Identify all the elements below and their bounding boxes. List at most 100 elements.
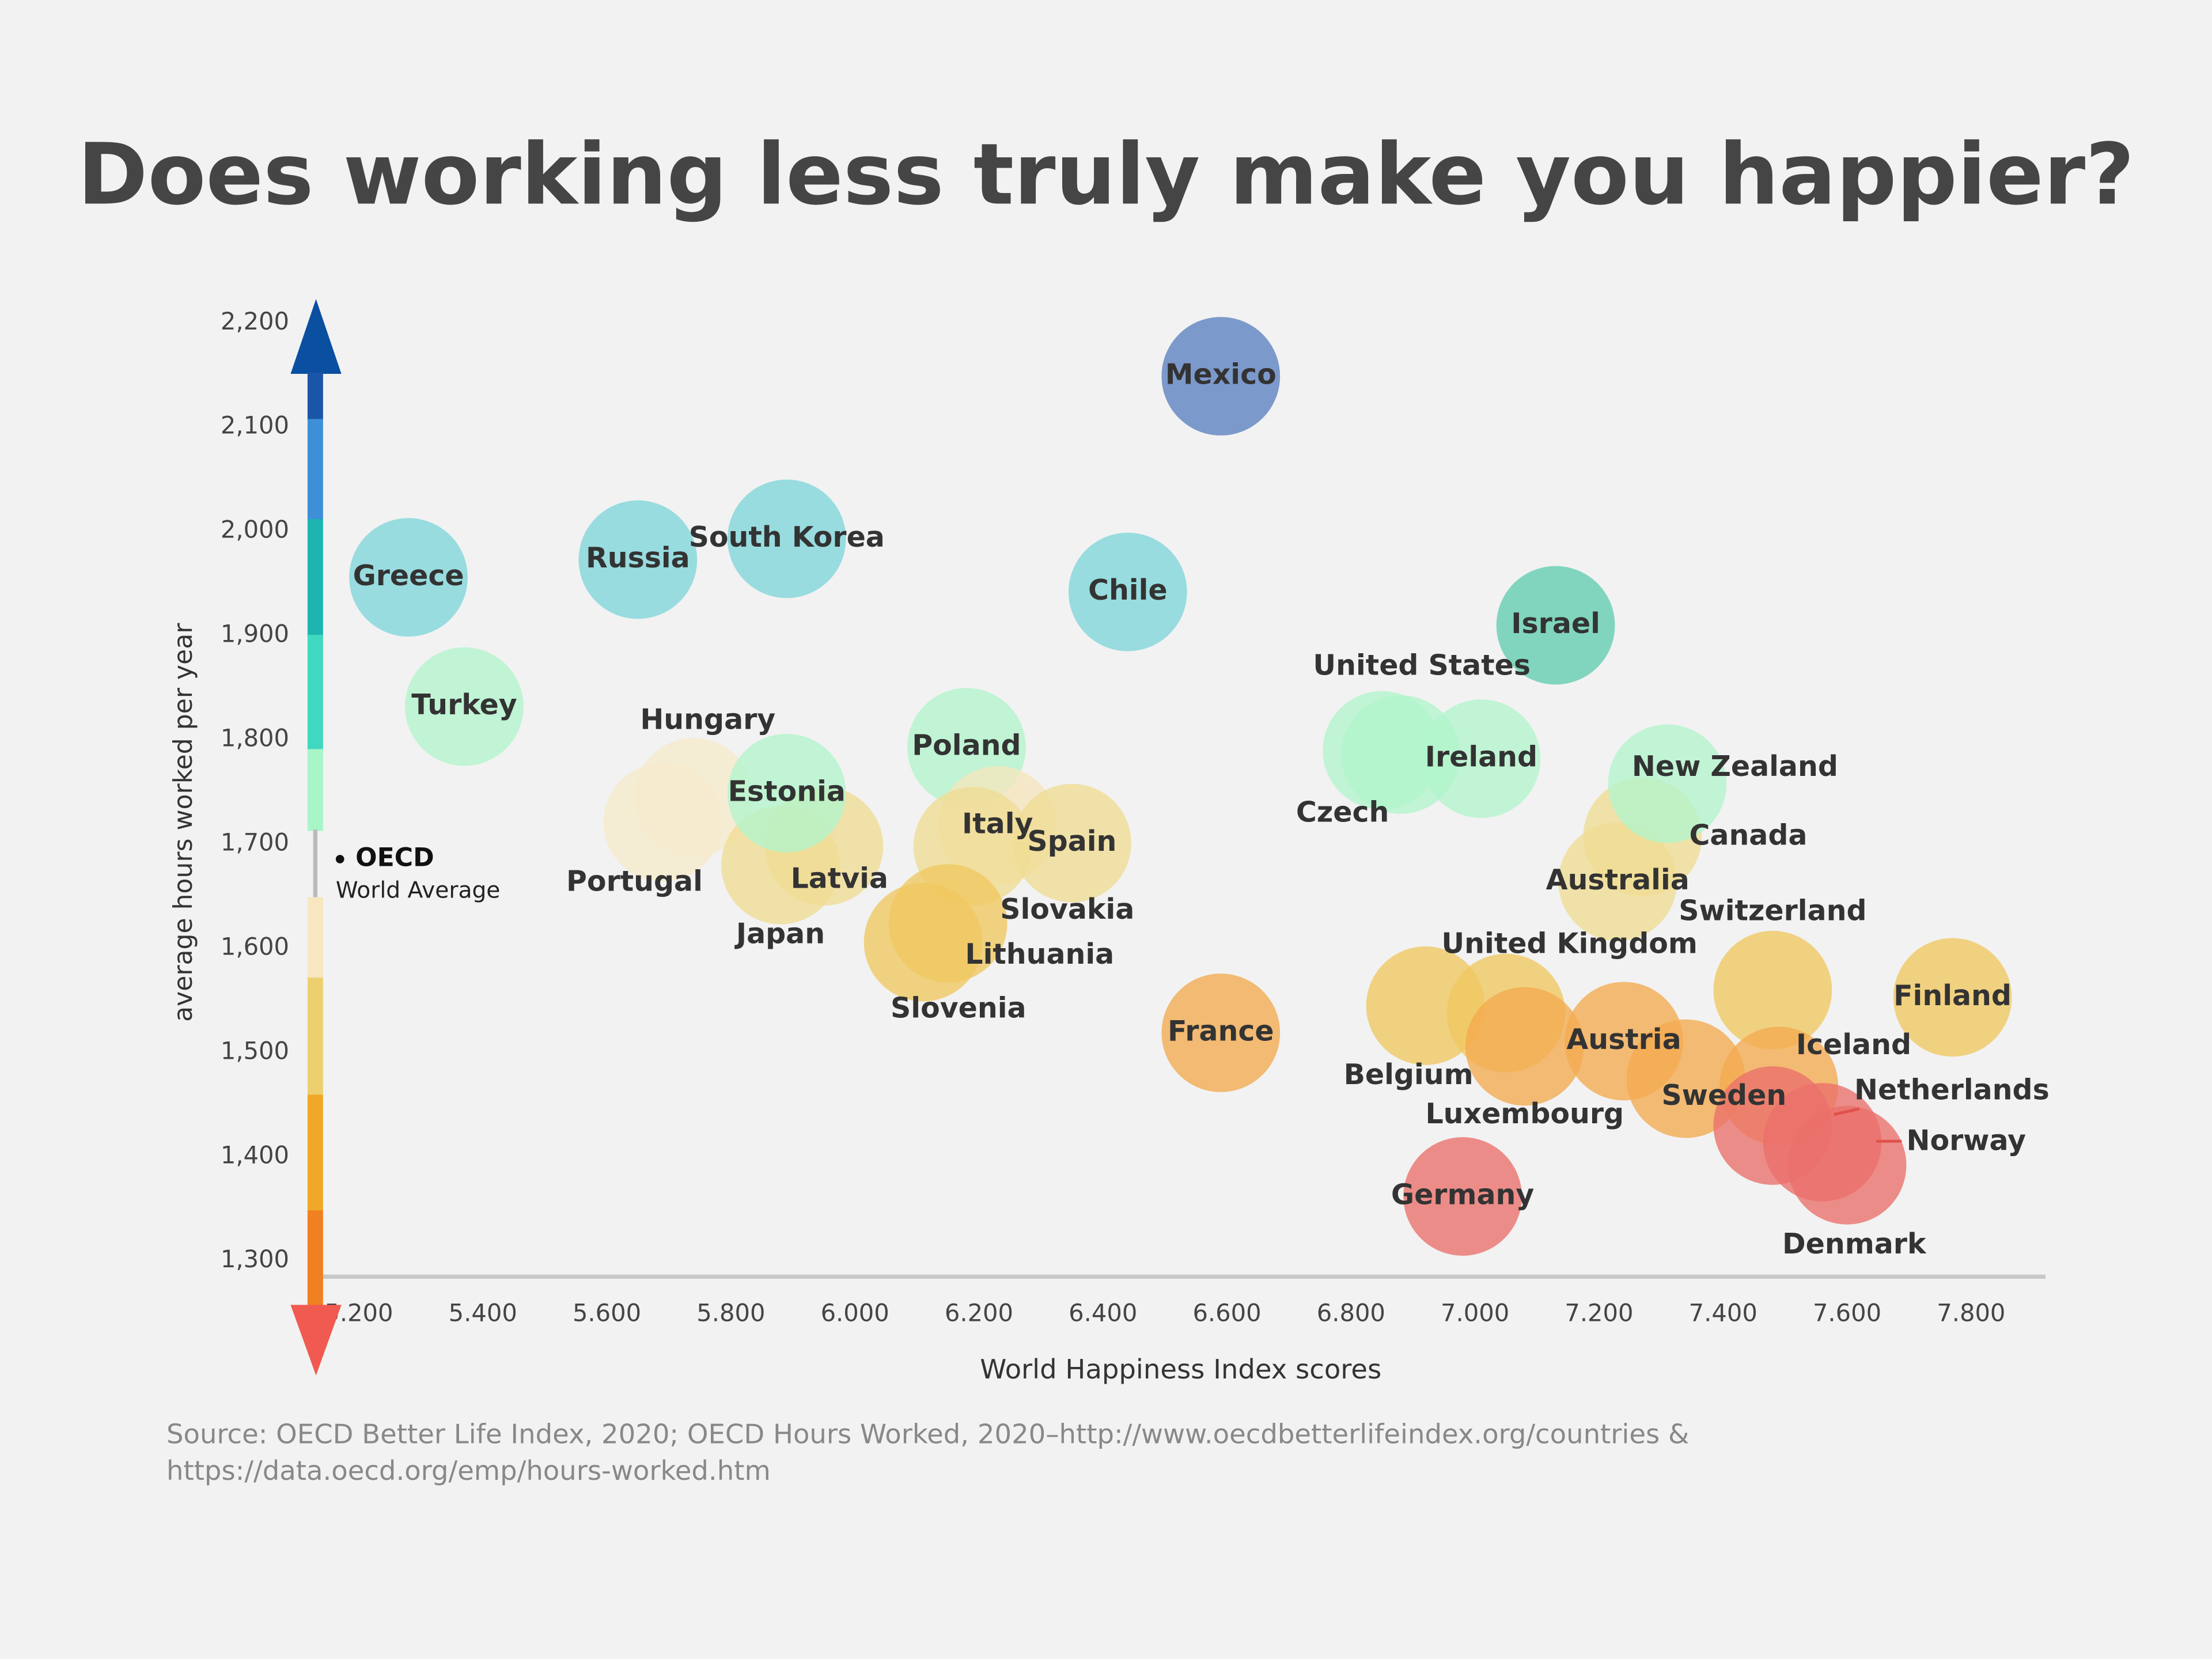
point-label: Slovakia — [1000, 893, 1134, 926]
point-label: Spain — [1027, 825, 1116, 858]
point-label: Norway — [1907, 1124, 2027, 1157]
y-tick-label: 2,100 — [221, 411, 289, 440]
point-label: Chile — [1088, 574, 1168, 607]
point-label: Mexico — [1165, 358, 1277, 391]
arrow-segment — [307, 749, 323, 831]
x-tick-label: 7.200 — [1565, 1298, 1633, 1327]
point-label: Portugal — [566, 865, 703, 897]
y-tick-label: 1,900 — [221, 620, 289, 648]
arrow-segment — [307, 519, 323, 637]
arrow-segment — [307, 419, 323, 521]
bubble — [1403, 1137, 1522, 1256]
x-tick-label: 6.400 — [1069, 1298, 1137, 1327]
arrow-segment — [307, 635, 323, 751]
point-label: Italy — [962, 807, 1033, 840]
bubble — [1626, 1019, 1745, 1138]
y-axis-label: average hours worked per year — [169, 623, 198, 1022]
point-label: Sweden — [1661, 1079, 1786, 1112]
x-tick-label: 6.200 — [945, 1298, 1013, 1327]
y-tick-label: 1,600 — [221, 932, 289, 960]
arrow-head-up — [290, 299, 342, 374]
point-label: Greece — [353, 559, 464, 592]
bubble — [1893, 938, 2012, 1057]
leader-line — [1834, 1107, 1860, 1116]
point-label: Iceland — [1796, 1028, 1911, 1061]
scale-arrow — [290, 299, 342, 1376]
point-label: Germany — [1391, 1179, 1534, 1211]
bubble — [405, 647, 524, 766]
arrow-segment — [307, 897, 323, 979]
annotation-dot — [335, 855, 344, 863]
point-label: Estonia — [728, 775, 846, 808]
bubble — [1496, 566, 1615, 685]
x-axis-label: World Happiness Index scores — [980, 1354, 1381, 1385]
bubble — [1465, 987, 1584, 1106]
arrow-segment — [307, 978, 323, 1096]
point-label: Canada — [1689, 819, 1807, 851]
y-tick-label: 1,400 — [221, 1141, 289, 1169]
point-label: Turkey — [411, 688, 517, 721]
x-tick-label: 7.000 — [1441, 1298, 1509, 1327]
point-label: Poland — [912, 729, 1021, 762]
point-label: Finland — [1893, 979, 2012, 1012]
point-label: Lithuania — [965, 938, 1114, 971]
bubble — [727, 733, 846, 853]
point-label: Australia — [1546, 863, 1690, 896]
bubble — [1713, 930, 1832, 1050]
y-tick-label: 1,800 — [221, 724, 289, 752]
point-label: Belgium — [1344, 1058, 1474, 1091]
bubble — [888, 864, 1007, 983]
x-tick-label: 7.600 — [1813, 1298, 1881, 1327]
arrow-segment — [307, 372, 323, 421]
chart-title: Does working less truly make you happier… — [78, 126, 2135, 224]
bubble — [1608, 724, 1727, 843]
bubble — [1068, 532, 1187, 652]
point-label: Israel — [1511, 607, 1600, 640]
point-label: Latvia — [791, 862, 888, 895]
x-tick-label: 7.800 — [1937, 1298, 2005, 1327]
bubble — [349, 518, 468, 637]
x-tick-label: 5.400 — [449, 1298, 517, 1327]
point-label: Russia — [586, 541, 690, 574]
point-label: Switzerland — [1679, 895, 1866, 927]
arrow-segment — [307, 1210, 323, 1306]
point-label: United Kingdom — [1441, 927, 1698, 960]
x-tick-label: 7.400 — [1689, 1298, 1758, 1327]
point-label: Luxembourg — [1425, 1097, 1624, 1130]
source-line: https://data.oecd.org/emp/hours-worked.h… — [166, 1455, 771, 1486]
point-label: Slovenia — [891, 992, 1027, 1025]
y-tick-label: 1,700 — [221, 828, 289, 856]
point-label: Netherlands — [1854, 1074, 2050, 1107]
y-tick-label: 1,300 — [221, 1245, 289, 1273]
point-label: Hungary — [640, 703, 775, 736]
x-tick-label: 6.600 — [1192, 1298, 1261, 1327]
source-line: Source: OECD Better Life Index, 2020; OE… — [166, 1419, 1689, 1450]
point-label: United States — [1313, 649, 1531, 682]
bubble — [1558, 822, 1677, 941]
y-tick-label: 2,200 — [221, 307, 289, 335]
y-tick-label: 2,000 — [221, 516, 289, 544]
bubble — [1161, 974, 1281, 1092]
bubble — [603, 763, 722, 882]
point-label: Denmark — [1782, 1228, 1927, 1260]
arrow-segment — [313, 830, 318, 899]
bubble — [578, 500, 698, 619]
bubbles — [349, 317, 2012, 1256]
arrow-head-down — [290, 1305, 342, 1376]
x-tick-label: 5.600 — [573, 1298, 641, 1327]
arrow-segment — [307, 1094, 323, 1212]
annotation-text: World Average — [336, 877, 501, 903]
annotation-title: OECD — [355, 843, 434, 872]
point-label: France — [1168, 1014, 1274, 1047]
y-tick-label: 1,500 — [221, 1036, 289, 1065]
point-label: Japan — [734, 918, 825, 950]
bubble — [1161, 317, 1281, 435]
x-tick-label: 5.800 — [696, 1298, 765, 1327]
point-label: Austria — [1566, 1023, 1681, 1056]
bubble — [1787, 1105, 1907, 1225]
point-label: South Korea — [689, 521, 885, 554]
x-tick-label: 6.000 — [821, 1298, 889, 1327]
point-label: Ireland — [1425, 741, 1537, 774]
